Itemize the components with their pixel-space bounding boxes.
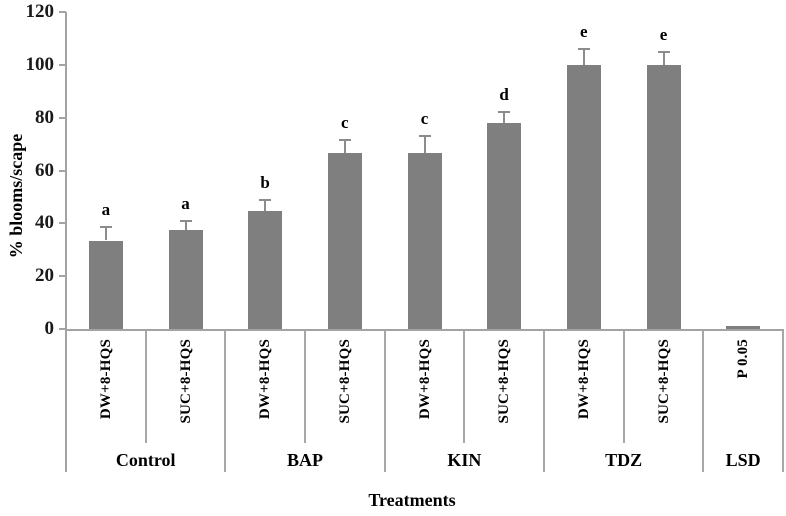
significance-letter: c — [420, 108, 429, 128]
group-label-bap: BAP — [286, 450, 323, 470]
bar-separator-line — [144, 331, 147, 443]
error-bar-cap — [657, 50, 670, 53]
bar-control-2 — [168, 229, 203, 329]
group-separator-line — [702, 331, 705, 472]
error-bar-cap — [179, 219, 192, 222]
y-tick-label-120: 120 — [25, 1, 55, 22]
bar-category-label: DW+8-HQS — [416, 339, 433, 420]
significance-letter: c — [341, 112, 349, 132]
y-tick-mark — [59, 11, 66, 13]
bar-tdz-1 — [566, 64, 601, 329]
bar-kin-1 — [407, 152, 442, 329]
bar-kin-2 — [487, 122, 522, 329]
bar-category-label: SUC+8-HQS — [336, 339, 353, 424]
y-tick-label-40: 40 — [35, 212, 54, 234]
error-bar-stem — [582, 48, 585, 65]
bar-lsd-1 — [726, 325, 761, 329]
bar-separator-line — [463, 331, 466, 443]
bar-category-label: P 0.05 — [735, 339, 752, 379]
y-tick-mark — [59, 63, 66, 66]
y-tick-label-100: 100 — [25, 53, 55, 75]
bar-tdz-2 — [646, 64, 681, 329]
y-tick-mark — [59, 328, 66, 330]
group-label-lsd: LSD — [725, 450, 761, 470]
y-tick-label-0: 0 — [44, 318, 55, 339]
y-tick-label-20: 20 — [35, 265, 54, 287]
group-separator-line — [782, 331, 784, 472]
bar-separator-line — [304, 331, 306, 443]
group-separator-line — [224, 331, 227, 472]
y-tick-label-60: 60 — [35, 159, 54, 181]
x-axis-title: Treatments — [368, 490, 456, 510]
significance-letter: e — [659, 24, 668, 44]
error-bar-stem — [104, 227, 107, 241]
error-bar-stem — [343, 139, 346, 153]
error-bar-cap — [259, 198, 272, 201]
error-bar-stem — [503, 112, 506, 123]
bar-bap-2 — [327, 152, 362, 329]
error-bar-cap — [498, 111, 511, 114]
bar-category-label: DW+8-HQS — [257, 339, 274, 420]
error-bar-stem — [662, 51, 665, 65]
bar-category-label: SUC+8-HQS — [655, 339, 672, 424]
significance-letter: a — [101, 200, 111, 220]
group-label-control: Control — [115, 450, 176, 470]
significance-letter: b — [260, 172, 270, 192]
bar-category-label: DW+8-HQS — [97, 339, 114, 420]
bar-separator-line — [622, 331, 625, 443]
error-bar-cap — [99, 226, 112, 229]
x-axis-line — [65, 329, 784, 331]
y-tick-mark — [59, 222, 66, 225]
error-bar-stem — [264, 199, 267, 212]
y-tick-label-80: 80 — [35, 106, 54, 128]
bar-category-label: DW+8-HQS — [575, 339, 592, 420]
error-bar-cap — [338, 138, 351, 141]
bar-bap-1 — [248, 211, 283, 329]
y-tick-mark — [59, 275, 66, 278]
error-bar-stem — [423, 135, 426, 153]
group-label-kin: KIN — [447, 450, 482, 470]
group-separator-line — [543, 331, 545, 472]
error-bar-cap — [418, 134, 431, 137]
significance-letter: e — [580, 21, 588, 41]
significance-letter: a — [181, 193, 190, 213]
bar-control-1 — [88, 240, 123, 329]
bar-category-label: SUC+8-HQS — [496, 339, 513, 424]
significance-letter: d — [499, 85, 509, 105]
group-label-tdz: TDZ — [605, 450, 643, 470]
error-bar-cap — [577, 47, 590, 50]
y-axis-line — [65, 12, 67, 472]
bar-category-label: SUC+8-HQS — [177, 339, 194, 424]
y-tick-mark — [59, 169, 66, 172]
y-tick-mark — [59, 116, 66, 119]
error-bar-stem — [184, 220, 187, 230]
group-separator-line — [383, 331, 386, 472]
